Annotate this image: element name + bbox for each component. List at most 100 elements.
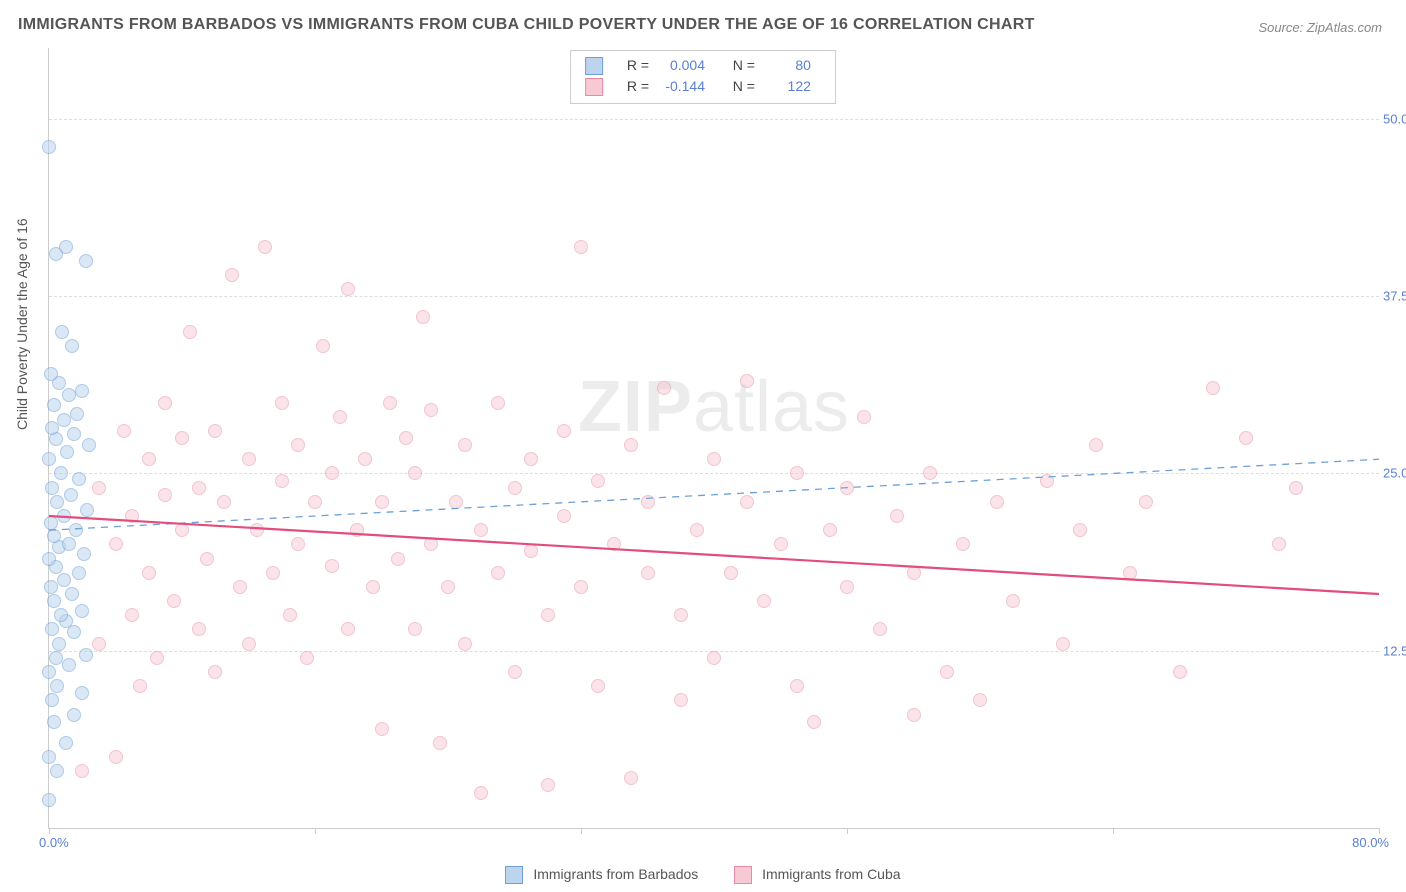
- scatter-point: [42, 665, 56, 679]
- scatter-point: [75, 686, 89, 700]
- scatter-point: [907, 566, 921, 580]
- scatter-point: [54, 466, 68, 480]
- scatter-point: [391, 552, 405, 566]
- scatter-point: [62, 658, 76, 672]
- gridline-h: [49, 473, 1379, 474]
- legend-bottom: Immigrants from Barbados Immigrants from…: [0, 866, 1406, 884]
- scatter-point: [790, 679, 804, 693]
- scatter-point: [45, 481, 59, 495]
- scatter-point: [65, 587, 79, 601]
- scatter-point: [59, 736, 73, 750]
- stats-row-barbados: R =0.004 N =80: [585, 55, 821, 76]
- scatter-point: [79, 648, 93, 662]
- scatter-point: [52, 637, 66, 651]
- scatter-point: [54, 608, 68, 622]
- scatter-point: [150, 651, 164, 665]
- scatter-point: [250, 523, 264, 537]
- scatter-point: [674, 693, 688, 707]
- scatter-point: [208, 424, 222, 438]
- scatter-point: [242, 452, 256, 466]
- scatter-point: [60, 445, 74, 459]
- scatter-point: [158, 396, 172, 410]
- scatter-point: [47, 594, 61, 608]
- scatter-point: [591, 679, 605, 693]
- scatter-point: [192, 481, 206, 495]
- scatter-point: [158, 488, 172, 502]
- scatter-point: [50, 679, 64, 693]
- scatter-point: [125, 608, 139, 622]
- scatter-point: [92, 637, 106, 651]
- scatter-point: [175, 431, 189, 445]
- scatter-point: [1206, 381, 1220, 395]
- scatter-point: [59, 240, 73, 254]
- scatter-point: [690, 523, 704, 537]
- scatter-point: [45, 622, 59, 636]
- scatter-point: [624, 438, 638, 452]
- scatter-point: [167, 594, 181, 608]
- scatter-point: [125, 509, 139, 523]
- trend-lines-layer: [49, 48, 1379, 828]
- scatter-point: [657, 381, 671, 395]
- scatter-point: [57, 413, 71, 427]
- trend-line: [49, 516, 1379, 594]
- scatter-point: [42, 452, 56, 466]
- scatter-point: [192, 622, 206, 636]
- scatter-point: [47, 529, 61, 543]
- scatter-point: [55, 325, 69, 339]
- scatter-point: [67, 625, 81, 639]
- scatter-point: [82, 438, 96, 452]
- scatter-point: [956, 537, 970, 551]
- scatter-point: [350, 523, 364, 537]
- scatter-point: [424, 403, 438, 417]
- scatter-point: [291, 537, 305, 551]
- scatter-point: [383, 396, 397, 410]
- swatch-barbados: [585, 57, 603, 75]
- scatter-point: [890, 509, 904, 523]
- scatter-point: [557, 424, 571, 438]
- scatter-point: [740, 374, 754, 388]
- x-tick: [49, 828, 50, 834]
- scatter-point: [508, 481, 522, 495]
- stats-legend-box: R =0.004 N =80 R =-0.144 N =122: [570, 50, 836, 104]
- scatter-point: [266, 566, 280, 580]
- scatter-point: [75, 764, 89, 778]
- scatter-point: [641, 495, 655, 509]
- scatter-point: [300, 651, 314, 665]
- scatter-point: [57, 573, 71, 587]
- scatter-point: [641, 566, 655, 580]
- scatter-point: [973, 693, 987, 707]
- scatter-point: [200, 552, 214, 566]
- x-tick: [581, 828, 582, 834]
- scatter-point: [857, 410, 871, 424]
- scatter-point: [724, 566, 738, 580]
- scatter-point: [50, 764, 64, 778]
- trend-line: [49, 459, 1379, 530]
- scatter-point: [358, 452, 372, 466]
- scatter-point: [1272, 537, 1286, 551]
- scatter-point: [940, 665, 954, 679]
- scatter-point: [57, 509, 71, 523]
- scatter-point: [283, 608, 297, 622]
- scatter-point: [433, 736, 447, 750]
- x-tick-label-min: 0.0%: [39, 835, 69, 850]
- scatter-point: [117, 424, 131, 438]
- scatter-point: [907, 708, 921, 722]
- scatter-point: [69, 523, 83, 537]
- scatter-point: [508, 665, 522, 679]
- scatter-point: [807, 715, 821, 729]
- legend-label: Immigrants from Barbados: [533, 866, 698, 882]
- watermark: ZIPatlas: [578, 366, 850, 448]
- scatter-point: [366, 580, 380, 594]
- scatter-point: [1056, 637, 1070, 651]
- scatter-point: [225, 268, 239, 282]
- scatter-point: [109, 750, 123, 764]
- scatter-point: [1123, 566, 1137, 580]
- gridline-h: [49, 119, 1379, 120]
- scatter-point: [591, 474, 605, 488]
- scatter-point: [80, 503, 94, 517]
- scatter-point: [541, 778, 555, 792]
- scatter-point: [757, 594, 771, 608]
- scatter-point: [441, 580, 455, 594]
- scatter-point: [42, 750, 56, 764]
- chart-title: IMMIGRANTS FROM BARBADOS VS IMMIGRANTS F…: [18, 16, 1035, 34]
